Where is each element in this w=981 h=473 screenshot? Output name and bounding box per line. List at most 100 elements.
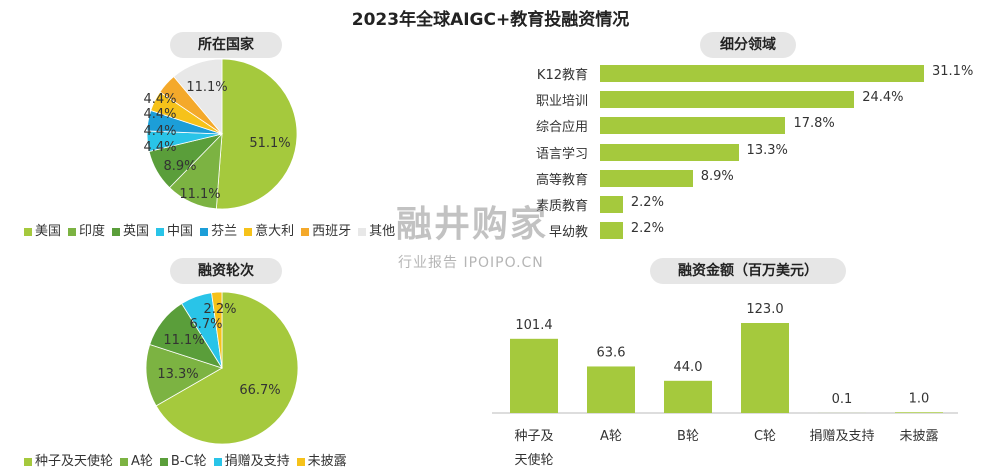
legend-item: B-C轮 xyxy=(159,450,207,469)
legend-item: 英国 xyxy=(112,220,149,239)
legend-swatch xyxy=(156,227,165,236)
bar xyxy=(510,338,558,413)
pie-slice xyxy=(173,58,223,136)
page-title: 2023年全球AIGC+教育投融资情况 xyxy=(351,10,630,30)
round-legend: 种子及天使轮 A轮 B-C轮 捐赠及支持 未披露 xyxy=(24,450,354,469)
bar xyxy=(600,222,623,240)
pie-data-label: 11.1% xyxy=(163,333,204,348)
watermark-subtext: 行业报告 IPOIPO.CN xyxy=(398,255,544,271)
legend-item: 中国 xyxy=(156,220,193,239)
legend-label: 意大利 xyxy=(255,224,295,239)
legend-swatch xyxy=(159,457,168,466)
bar-value-label: 24.4% xyxy=(862,90,904,106)
legend-item: A轮 xyxy=(120,450,153,469)
pie-slice xyxy=(211,291,223,369)
bar-value-label: 123.0 xyxy=(746,302,783,317)
pie-data-label: 66.7% xyxy=(239,383,280,398)
bar xyxy=(600,117,786,135)
bar-category-label: 语言学习 xyxy=(535,146,588,162)
round-chart-title: 融资轮次 xyxy=(170,258,282,284)
pie-data-label: 4.4% xyxy=(143,124,176,139)
pie-data-label: 4.4% xyxy=(143,107,176,122)
bar-category-label: C轮 xyxy=(754,429,776,444)
legend-item: 未披露 xyxy=(296,450,347,469)
bar-value-label: 31.1% xyxy=(932,64,974,79)
bar xyxy=(600,169,693,187)
legend-label: 西班牙 xyxy=(312,224,352,239)
bar-value-label: 2.2% xyxy=(630,195,664,210)
bar-category-label: A轮 xyxy=(600,429,622,444)
bar xyxy=(600,65,924,82)
bar-category-label: 种子及 xyxy=(514,429,553,444)
bar-value-label: 2.2% xyxy=(630,221,664,237)
legend-swatch xyxy=(200,227,209,236)
bar-category-label: K12教育 xyxy=(536,68,588,83)
legend-label: 其他 xyxy=(369,224,396,239)
amount-chart-title: 融资金额（百万美元） xyxy=(650,258,846,284)
legend-item: 其他 xyxy=(358,220,395,239)
bar-category-label: B轮 xyxy=(677,429,699,444)
bar-value-label: 8.9% xyxy=(700,168,734,184)
bar-category-label: 早幼教 xyxy=(548,225,588,241)
legend-item: 捐赠及支持 xyxy=(213,450,290,469)
legend-item: 芬兰 xyxy=(200,220,237,239)
bar-value-label: 17.8% xyxy=(793,116,835,132)
segment-chart-title: 细分领域 xyxy=(700,32,796,58)
pie-data-label: 13.3% xyxy=(157,367,198,382)
pie-data-label: 11.1% xyxy=(186,80,227,95)
legend-item: 西班牙 xyxy=(301,220,351,239)
legend-swatch xyxy=(112,227,121,236)
bar-value-label: 13.3% xyxy=(746,142,788,158)
round-pie-chart: 66.7% 13.3% 11.1%6.7%2.2% xyxy=(145,291,299,445)
pie-slice xyxy=(215,58,298,210)
legend-swatch xyxy=(24,457,32,466)
pie-data-label: 11.1% xyxy=(179,187,220,202)
bar xyxy=(587,366,635,413)
bar-category-label: 综合应用 xyxy=(535,120,588,136)
legend-item: 种子及天使轮 xyxy=(24,450,113,469)
pie-data-label: 6.7% xyxy=(189,317,222,332)
bar-value-label: 1.0 xyxy=(909,391,930,406)
legend-label: 英国 xyxy=(123,224,150,239)
amount-bar-chart: 101.4 种子及天使轮 63.6 A轮 44.0 B轮 123.0 C轮 0.1 捐赠及支持 1.… xyxy=(492,302,958,468)
legend-label: 芬兰 xyxy=(211,224,238,239)
bar-category-label: 高等教育 xyxy=(535,172,588,188)
bar xyxy=(895,412,943,413)
pie-slice xyxy=(145,344,223,407)
legend-swatch xyxy=(244,227,253,236)
legend-item: 美国 xyxy=(24,220,61,239)
bar xyxy=(741,323,789,413)
legend-swatch xyxy=(296,457,305,466)
pie-data-label: 8.9% xyxy=(163,159,196,174)
legend-label: B-C轮 xyxy=(170,454,207,469)
legend-swatch xyxy=(358,227,367,236)
legend-swatch xyxy=(24,227,32,236)
legend-label: 中国 xyxy=(167,224,194,239)
legend-label: 印度 xyxy=(79,224,106,239)
pie-data-label: 4.4% xyxy=(143,92,176,107)
bar-category-label: 职业培训 xyxy=(535,94,588,110)
legend-label: 未披露 xyxy=(307,454,347,469)
bar xyxy=(600,143,739,161)
country-legend: 美国 印度 英国 中国 芬兰 意大利 西班牙 其他 xyxy=(24,220,402,239)
legend-label: 种子及天使轮 xyxy=(35,454,114,469)
bar-value-label: 0.1 xyxy=(832,392,853,407)
bar xyxy=(664,380,712,413)
pie-slice xyxy=(155,291,299,445)
legend-label: A轮 xyxy=(131,454,153,469)
bar xyxy=(600,91,855,109)
legend-swatch xyxy=(301,227,310,236)
legend-label: 捐赠及支持 xyxy=(224,454,290,469)
pie-data-label: 4.4% xyxy=(143,140,176,155)
bar-value-label: 44.0 xyxy=(674,360,703,375)
bar-category-label: 素质教育 xyxy=(535,199,588,214)
bar-category-label: 天使轮 xyxy=(514,452,553,468)
watermark-text: 融井购家 xyxy=(396,204,549,245)
legend-swatch xyxy=(120,457,129,466)
legend-swatch xyxy=(68,227,77,236)
bar xyxy=(600,196,623,213)
legend-swatch xyxy=(213,457,222,466)
country-pie-chart: 51.1%11.1%8.9%4.4%4.4%4.4%4.4%11.1% xyxy=(143,58,298,210)
legend-item: 印度 xyxy=(68,220,105,239)
legend-item: 意大利 xyxy=(244,220,294,239)
